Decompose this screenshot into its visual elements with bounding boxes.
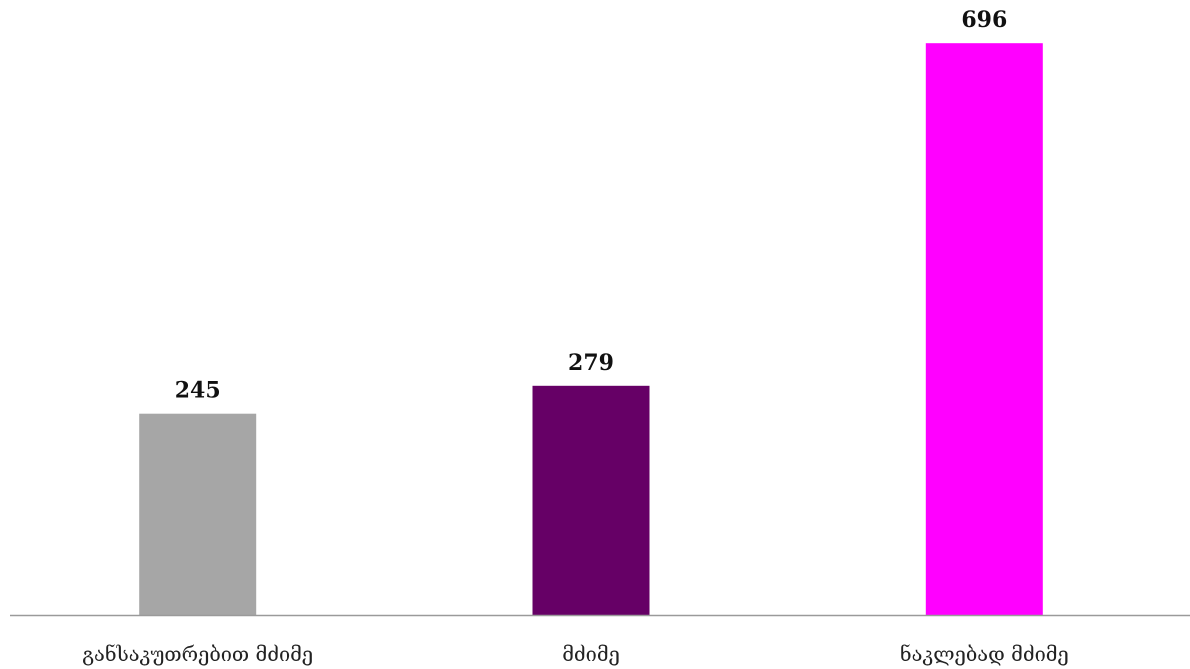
data-label-1: 245 — [175, 378, 221, 404]
bar-1 — [139, 413, 257, 615]
category-label-3: ნაკლებად მძიმე — [900, 642, 1069, 666]
bar-3 — [925, 43, 1043, 615]
bar-2 — [532, 385, 650, 615]
category-label-1: განსაკუთრებით მძიმე — [82, 642, 313, 666]
data-label-2: 279 — [568, 350, 614, 376]
category-labels-layer: განსაკუთრებით მძიმე მძიმე ნაკლებად მძიმე — [82, 642, 1068, 666]
value-labels-layer: 245 279 696 — [175, 7, 1008, 404]
category-label-2: მძიმე — [562, 642, 620, 666]
bars-layer — [139, 43, 1043, 615]
data-label-3: 696 — [961, 7, 1007, 33]
